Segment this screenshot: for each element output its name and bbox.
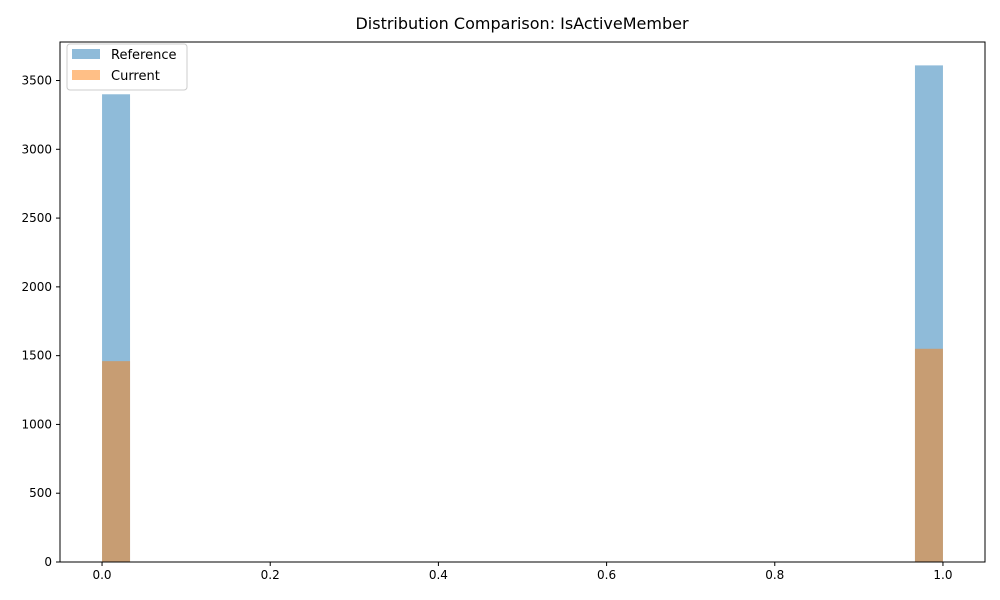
legend-swatch-reference: [72, 49, 100, 59]
y-tick-label: 0: [44, 555, 52, 569]
bar-current-1: [914, 348, 943, 562]
legend-swatch-current: [72, 70, 100, 80]
x-tick-label: 0.0: [92, 568, 111, 582]
bar-current-0: [102, 361, 131, 562]
plot-frame: [59, 41, 986, 563]
x-tick-label: 0.2: [261, 568, 280, 582]
legend-label-current: Current: [111, 69, 160, 84]
bars-layer: [102, 65, 943, 563]
y-tick-label: 2000: [21, 280, 52, 294]
x-tick-label: 0.8: [765, 568, 784, 582]
y-axis: 0 500 1000 1500 2000 2500 3000 3500: [21, 74, 60, 569]
y-tick-label: 3500: [21, 74, 52, 88]
x-tick-label: 1.0: [933, 568, 952, 582]
y-tick-label: 3000: [21, 142, 52, 156]
chart-title: Distribution Comparison: IsActiveMember: [355, 14, 688, 33]
x-tick-label: 0.6: [597, 568, 616, 582]
y-tick-label: 1500: [21, 349, 52, 363]
x-axis: 0.0 0.2 0.4 0.6 0.8 1.0: [92, 562, 953, 582]
legend-label-reference: Reference: [111, 48, 176, 63]
y-tick-label: 1000: [21, 417, 52, 431]
y-tick-label: 500: [29, 486, 52, 500]
legend: Reference Current: [66, 43, 188, 91]
y-tick-label: 2500: [21, 211, 52, 225]
x-tick-label: 0.4: [429, 568, 448, 582]
